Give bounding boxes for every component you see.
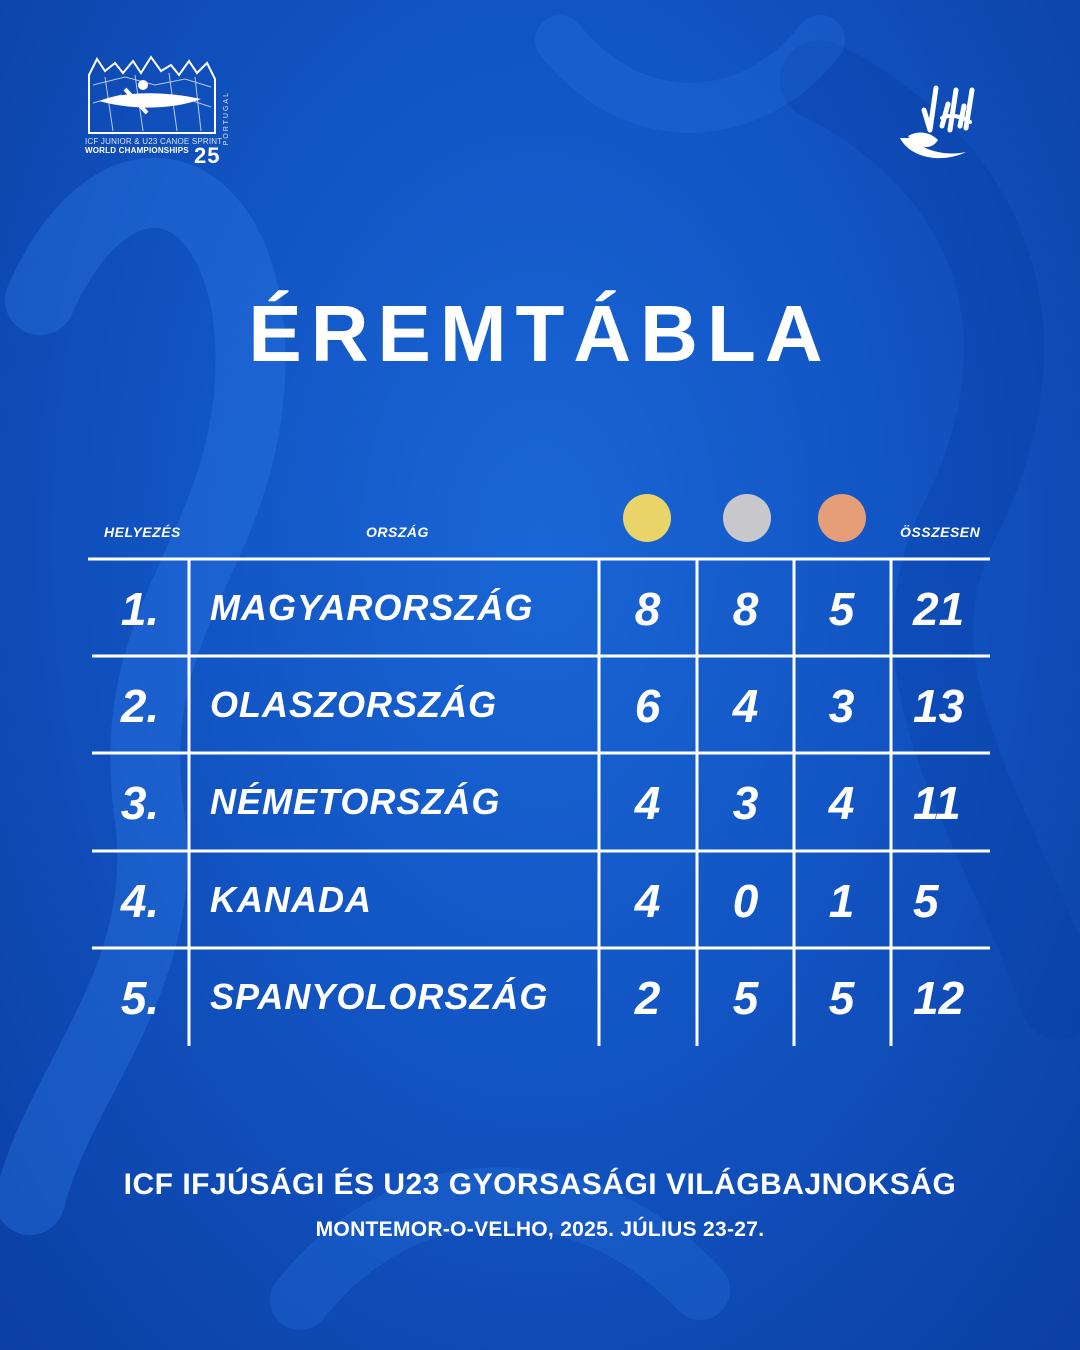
row-rank: 3. (120, 777, 160, 829)
row-bronze: 5 (828, 972, 855, 1024)
table-row: 1. MAGYARORSZÁG 8 8 5 21 (92, 561, 992, 657)
row-silver: 5 (732, 972, 759, 1024)
table-row: 3. NÉMETORSZÁG 4 3 4 11 (92, 755, 992, 851)
header-rank: HELYEZÉS (104, 524, 181, 540)
logo-caption-line2: WORLD CHAMPIONSHIPS (85, 146, 189, 155)
row-gold: 4 (634, 777, 661, 829)
row-country: SPANYOLORSZÁG (210, 976, 549, 1017)
row-silver: 8 (732, 583, 759, 635)
row-bronze: 4 (828, 777, 855, 829)
row-silver: 4 (732, 680, 759, 732)
paddler-mountain-logo-icon (88, 55, 216, 134)
row-gold: 6 (634, 680, 661, 732)
row-gold: 2 (634, 972, 661, 1024)
gold-medal-icon (623, 494, 671, 542)
row-total: 11 (913, 777, 961, 829)
row-total: 13 (913, 680, 965, 732)
event-name: ICF IFJÚSÁGI ÉS U23 GYORSASÁGI VILÁGBAJN… (123, 1168, 957, 1201)
row-rank: 2. (120, 680, 160, 732)
silver-medal-icon (723, 494, 771, 542)
row-rank: 1. (120, 583, 160, 635)
header-country: ORSZÁG (366, 524, 429, 540)
table-row: 2. OLASZORSZÁG 6 4 3 13 (92, 658, 992, 754)
row-country: OLASZORSZÁG (210, 684, 497, 725)
row-country: NÉMETORSZÁG (210, 781, 501, 822)
row-bronze: 1 (828, 875, 855, 927)
federation-logo-icon (900, 85, 975, 159)
row-silver: 3 (732, 777, 759, 829)
row-country: MAGYARORSZÁG (210, 587, 534, 628)
row-rank: 4. (120, 875, 160, 927)
row-total: 21 (913, 583, 965, 635)
table-row: 5. SPANYOLORSZÁG 2 5 5 12 (92, 950, 992, 1046)
championship-logo: PORTUGAL ICF JUNIOR & U23 CANOE SPRINT W… (85, 55, 240, 170)
logo-caption: ICF JUNIOR & U23 CANOE SPRINT WORLD CHAM… (85, 137, 222, 155)
row-total: 12 (913, 972, 965, 1024)
table-row: 4. KANADA 4 0 1 5 (92, 853, 992, 949)
header-total: ÖSSZESEN (900, 524, 981, 540)
page-title: ÉREMTÁBLA (248, 289, 832, 378)
logo-caption-line1: ICF JUNIOR & U23 CANOE SPRINT (85, 137, 223, 146)
row-bronze: 3 (828, 680, 855, 732)
row-country: KANADA (210, 879, 372, 920)
row-silver: 0 (732, 875, 759, 927)
row-gold: 4 (634, 875, 661, 927)
logo-year: 25 (194, 143, 221, 168)
row-bronze: 5 (828, 583, 855, 635)
bronze-medal-icon (818, 494, 866, 542)
row-rank: 5. (120, 972, 160, 1024)
row-gold: 8 (634, 583, 661, 635)
event-place-date: MONTEMOR-O-VELHO, 2025. JÚLIUS 23-27. (315, 1218, 765, 1241)
row-total: 5 (913, 875, 939, 927)
